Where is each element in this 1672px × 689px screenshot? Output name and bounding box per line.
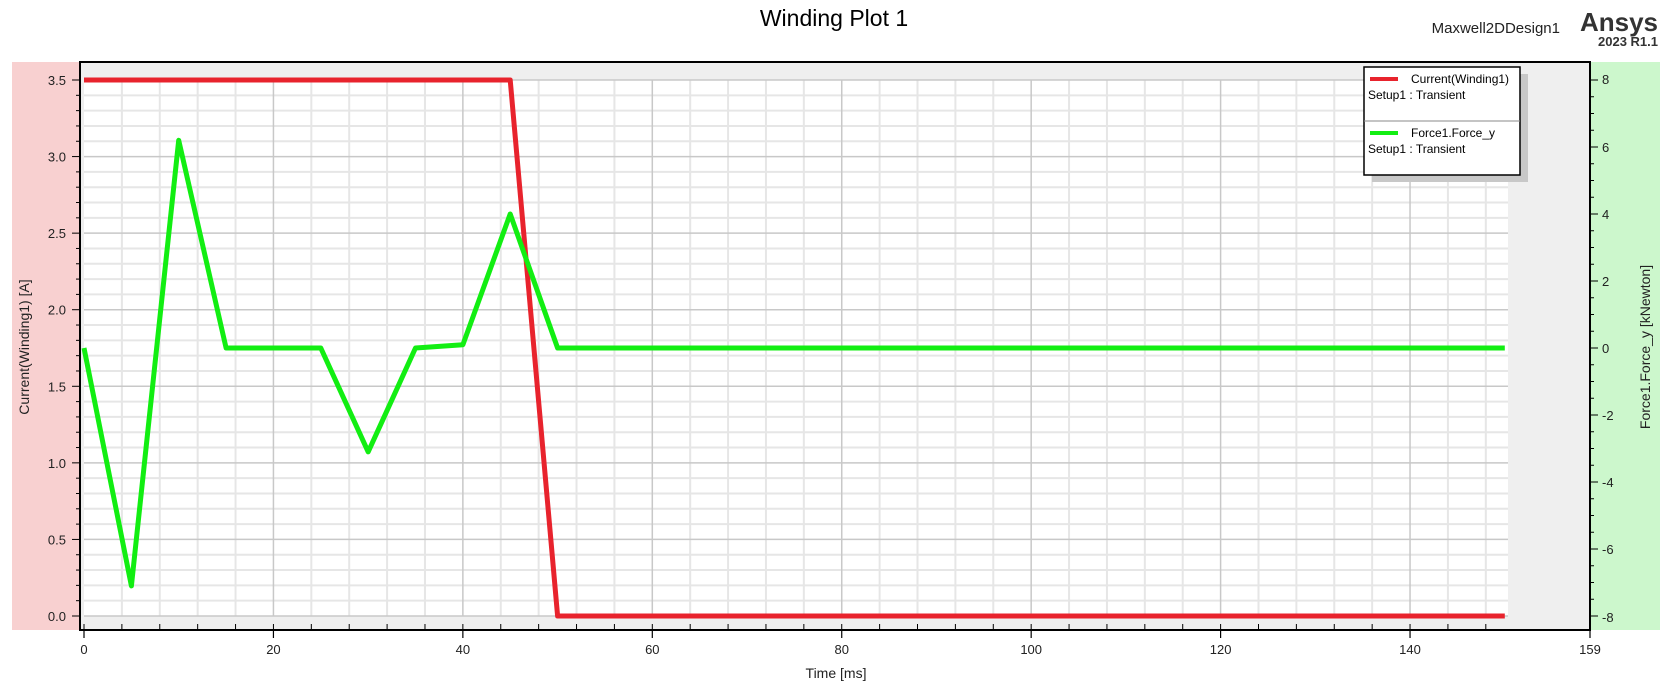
x-tick-label: 80	[835, 642, 849, 657]
brand-logo-text: Ansys	[1580, 7, 1658, 37]
series-line-force1-force-y[interactable]	[81, 137, 1505, 589]
y-right-tick-label: -6	[1602, 542, 1614, 557]
y-right-tick-label: 2	[1602, 274, 1609, 289]
x-tick-label: 159	[1579, 642, 1601, 657]
x-tick-label: 60	[645, 642, 659, 657]
axis-ticks	[72, 79, 1598, 638]
series-layer	[81, 77, 1505, 619]
x-axis-label: Time [ms]	[806, 665, 867, 681]
x-tick-label: 20	[266, 642, 280, 657]
y-right-axis-label: Force1.Force_y [kNewton]	[1637, 265, 1653, 429]
axis-tick-labels: 0 20 40 60 80 100 120 140 1590.00.51.01.52.02.53…	[48, 72, 1614, 657]
y-left-tick-label: 1.0	[48, 456, 66, 471]
x-tick-label: 40	[456, 642, 470, 657]
plot-frame	[79, 61, 1591, 631]
y-right-tick-label: -4	[1602, 475, 1614, 490]
plot-margin-bottom	[80, 616, 1590, 630]
legend-setup-current: Setup1 : Transient	[1368, 88, 1466, 102]
chart-title: Winding Plot 1	[760, 5, 908, 31]
legend-label-current: Current(Winding1)	[1411, 72, 1509, 86]
version-label: 2023 R1.1	[1598, 34, 1658, 49]
y-right-tick-label: -2	[1602, 408, 1614, 423]
y-right-tick-label: 0	[1602, 341, 1609, 356]
y-right-tick-label: -8	[1602, 610, 1614, 625]
y-left-tick-label: 0.5	[48, 532, 66, 547]
plot-margin-top	[80, 62, 1590, 80]
y-left-tick-label: 1.5	[48, 379, 66, 394]
y-left-tick-label: 3.0	[48, 150, 66, 165]
y-right-tick-label: 6	[1602, 140, 1609, 155]
y-left-tick-label: 2.0	[48, 303, 66, 318]
y-left-axis-label: Current(Winding1) [A]	[16, 279, 32, 414]
y-left-tick-label: 0.0	[48, 609, 66, 624]
series-line-current-winding1[interactable]	[84, 77, 1505, 619]
legend-label-force: Force1.Force_y	[1411, 126, 1495, 140]
y-left-tick-label: 2.5	[48, 226, 66, 241]
x-tick-label: 120	[1210, 642, 1232, 657]
y-right-tick-label: 8	[1602, 72, 1609, 87]
legend[interactable]: Current(Winding1) Setup1 : Transient For…	[1363, 66, 1528, 182]
right-axis-band	[1590, 62, 1660, 630]
x-tick-label: 0	[80, 642, 87, 657]
grid-minor	[84, 80, 1508, 616]
x-tick-label: 100	[1020, 642, 1042, 657]
left-axis-band	[12, 62, 80, 630]
y-right-tick-label: 4	[1602, 207, 1609, 222]
grid-major	[84, 79, 1508, 617]
y-left-tick-label: 3.5	[48, 73, 66, 88]
plot-margin-left	[80, 62, 84, 630]
design-name: Maxwell2DDesign1	[1432, 20, 1560, 37]
legend-setup-force: Setup1 : Transient	[1368, 142, 1466, 156]
x-tick-label: 140	[1399, 642, 1421, 657]
